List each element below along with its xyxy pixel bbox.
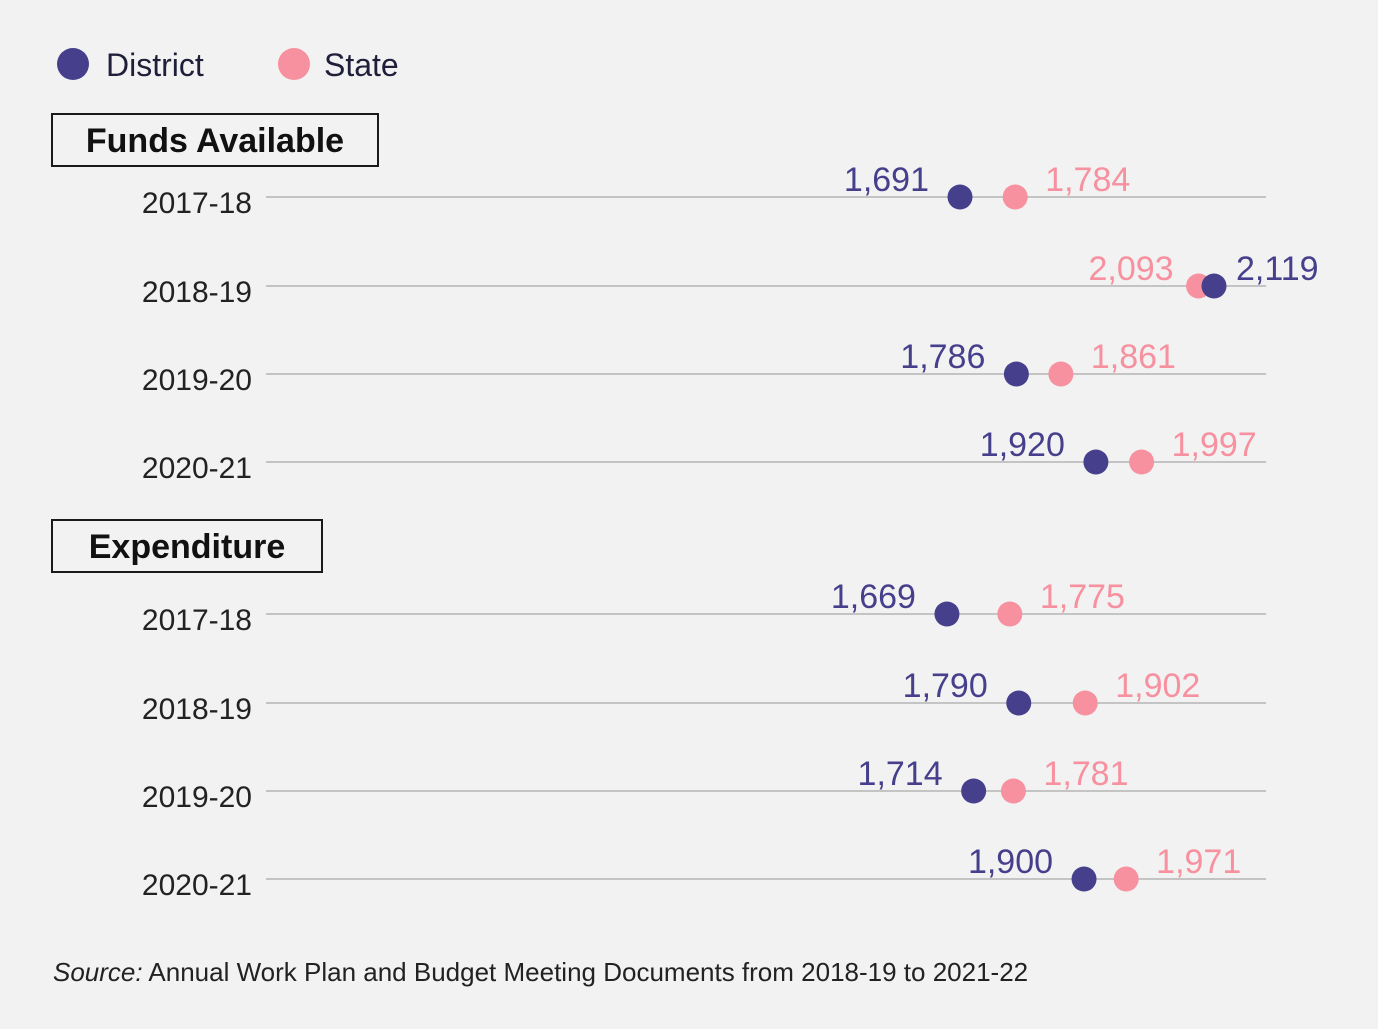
dot-state xyxy=(1072,690,1098,716)
dot-state xyxy=(1002,184,1028,210)
row-label: 2018-19 xyxy=(142,693,252,726)
dot-district xyxy=(961,778,987,804)
row-label: 2017-18 xyxy=(142,187,252,220)
value-label-state: 1,861 xyxy=(1091,338,1176,376)
source-prefix: Source: xyxy=(53,957,143,987)
legend-label-district: District xyxy=(106,47,204,83)
panel-expenditure: Expenditure 2017-18 1,669 1,775 2018-19 1,790… xyxy=(51,519,1266,902)
panel-title-box xyxy=(51,519,323,573)
data-row: 2017-18 1,669 1,775 xyxy=(142,578,1266,637)
legend-marker-district xyxy=(57,48,89,80)
panel-title: Expenditure xyxy=(89,528,285,566)
row-label: 2020-21 xyxy=(142,452,252,485)
value-label-state: 2,093 xyxy=(1088,250,1173,288)
row-label: 2017-18 xyxy=(142,604,252,637)
legend: District State xyxy=(57,47,399,83)
value-label-state: 1,775 xyxy=(1040,578,1125,616)
dot-district xyxy=(947,184,973,210)
source-note: Source: Annual Work Plan and Budget Meet… xyxy=(53,957,1028,987)
dot-district xyxy=(1201,273,1227,299)
dot-district xyxy=(1083,449,1109,475)
legend-label-state: State xyxy=(324,47,399,83)
value-label-district: 1,920 xyxy=(980,426,1065,464)
dot-state xyxy=(1048,361,1074,387)
dot-district xyxy=(1006,690,1032,716)
value-label-district: 1,669 xyxy=(831,578,916,616)
data-row: 2018-19 1,790 1,902 xyxy=(142,667,1266,726)
data-row: 2020-21 1,920 1,997 xyxy=(142,426,1266,485)
value-label-district: 1,786 xyxy=(900,338,985,376)
value-label-state: 1,784 xyxy=(1045,161,1130,199)
data-row: 2017-18 1,691 1,784 xyxy=(142,161,1266,220)
legend-marker-state xyxy=(278,48,310,80)
dot-district xyxy=(1071,866,1097,892)
data-row: 2018-19 2,119 2,093 xyxy=(142,250,1319,309)
dot-state xyxy=(1113,866,1139,892)
row-label: 2019-20 xyxy=(142,364,252,397)
row-label: 2020-21 xyxy=(142,869,252,902)
panel-title-box xyxy=(51,113,379,167)
value-label-state: 1,781 xyxy=(1043,755,1128,793)
row-label: 2019-20 xyxy=(142,781,252,814)
value-label-state: 1,971 xyxy=(1156,843,1241,881)
dot-district xyxy=(1003,361,1029,387)
value-label-district: 2,119 xyxy=(1236,250,1319,288)
source-text: Annual Work Plan and Budget Meeting Docu… xyxy=(143,957,1029,987)
value-label-state: 1,902 xyxy=(1115,667,1200,705)
panel-title: Funds Available xyxy=(86,122,344,160)
row-label: 2018-19 xyxy=(142,276,252,309)
value-label-district: 1,790 xyxy=(903,667,988,705)
dot-state xyxy=(997,601,1023,627)
data-row: 2019-20 1,714 1,781 xyxy=(142,755,1266,814)
value-label-district: 1,691 xyxy=(844,161,929,199)
value-label-district: 1,714 xyxy=(858,755,943,793)
data-row: 2019-20 1,786 1,861 xyxy=(142,338,1266,397)
data-row: 2020-21 1,900 1,971 xyxy=(142,843,1266,902)
value-label-district: 1,900 xyxy=(968,843,1053,881)
dot-district xyxy=(934,601,960,627)
value-label-state: 1,997 xyxy=(1172,426,1257,464)
dot-state xyxy=(1000,778,1026,804)
dot-state xyxy=(1129,449,1155,475)
